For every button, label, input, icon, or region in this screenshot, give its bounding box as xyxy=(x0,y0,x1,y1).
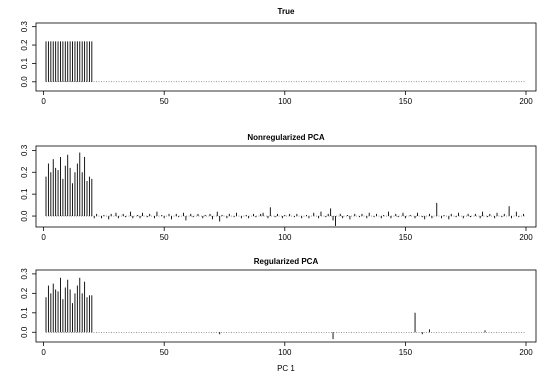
y-tick-label: 0.3 xyxy=(20,268,29,280)
y-tick-label: 0.1 xyxy=(20,307,29,319)
y-tick-label: 0.0 xyxy=(20,76,29,88)
x-tick-label: 200 xyxy=(519,348,533,357)
x-tick-label: 150 xyxy=(399,348,413,357)
plot-frame xyxy=(35,269,537,343)
x-tick-label: 50 xyxy=(160,97,169,106)
x-axis-label: PC 1 xyxy=(277,364,295,373)
x-tick-label: 0 xyxy=(41,233,46,242)
y-tick-label: 0.0 xyxy=(20,210,29,222)
y-tick-label: 0.1 xyxy=(20,57,29,69)
x-tick-label: 150 xyxy=(399,233,413,242)
plot-frame xyxy=(35,145,537,228)
x-tick-label: 200 xyxy=(519,233,533,242)
x-tick-label: 150 xyxy=(399,97,413,106)
y-tick-label: 0.3 xyxy=(20,21,29,33)
y-tick-label: 0.0 xyxy=(20,326,29,338)
chart-panel-1: True 0 50 100 150 200 0.0 0.1 0.2 0.3 xyxy=(20,7,537,106)
x-tick-label: 50 xyxy=(160,233,169,242)
plot-frame xyxy=(35,22,537,92)
x-tick-label: 50 xyxy=(160,348,169,357)
y-tick-label: 0.2 xyxy=(20,287,29,299)
x-tick-label: 0 xyxy=(41,97,46,106)
chart-title: Nonregularized PCA xyxy=(247,133,325,142)
x-tick-label: 0 xyxy=(41,348,46,357)
x-tick-label: 100 xyxy=(278,233,292,242)
y-tick-label: 0.1 xyxy=(20,188,29,200)
y-tick-label: 0.2 xyxy=(20,39,29,51)
chart-panel-2: Nonregularized PCA 0 50 100 150 200 0.0 0.1 0.2 0… xyxy=(20,133,537,242)
x-tick-label: 100 xyxy=(278,97,292,106)
chart-title: True xyxy=(278,7,295,16)
y-tick-label: 0.3 xyxy=(20,144,29,156)
chart-title: Regularized PCA xyxy=(254,257,319,266)
y-tick-label: 0.2 xyxy=(20,166,29,178)
chart-panel-3: Regularized PCA 0 50 100 150 200 0.0 0.1 0.2 0.3 P… xyxy=(20,257,537,373)
x-tick-label: 100 xyxy=(278,348,292,357)
x-tick-label: 200 xyxy=(519,97,533,106)
